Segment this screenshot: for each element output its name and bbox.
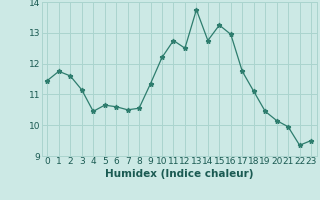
- X-axis label: Humidex (Indice chaleur): Humidex (Indice chaleur): [105, 169, 253, 179]
